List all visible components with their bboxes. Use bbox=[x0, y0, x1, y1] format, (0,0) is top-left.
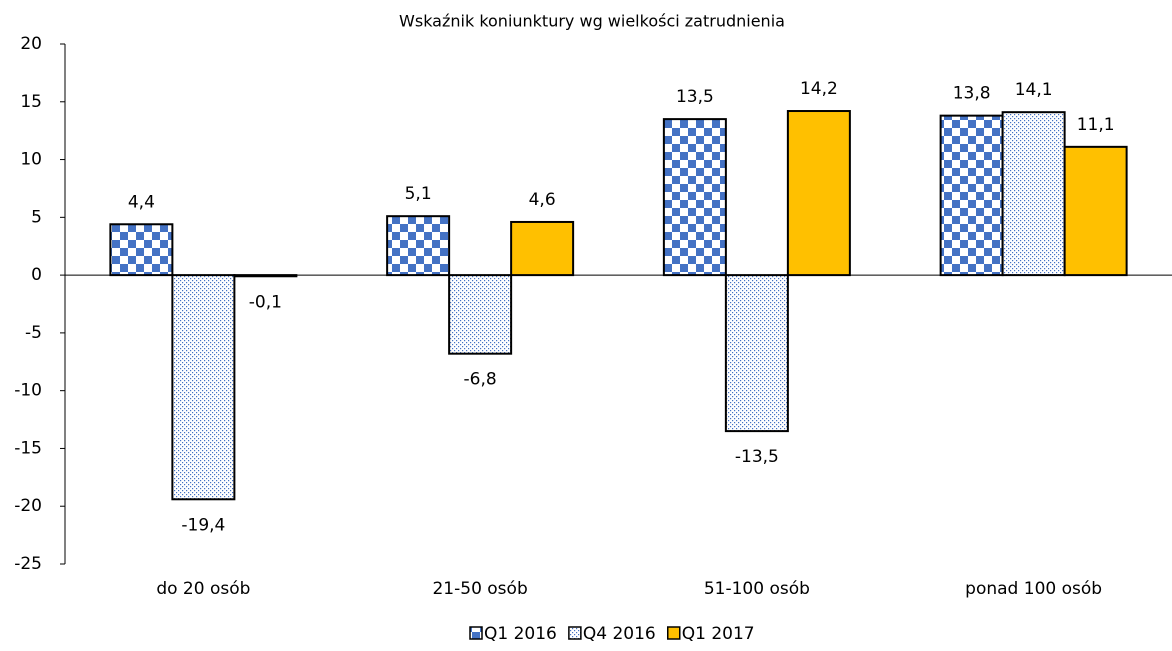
bar bbox=[662, 118, 727, 277]
y-tick-label: 5 bbox=[31, 207, 42, 227]
legend: Q1 2016 Q4 2016 Q1 2017 bbox=[469, 624, 755, 644]
legend-label: Q1 2017 bbox=[682, 624, 755, 644]
bar bbox=[1063, 145, 1128, 277]
bar bbox=[786, 110, 851, 277]
y-tick-label: -20 bbox=[14, 496, 42, 516]
data-label: -19,4 bbox=[181, 515, 225, 535]
y-tick-label: 10 bbox=[20, 150, 42, 170]
data-label: 14,1 bbox=[1015, 80, 1053, 100]
bar bbox=[109, 223, 174, 277]
legend-label: Q4 2016 bbox=[583, 624, 656, 644]
x-tick-label: do 20 osób bbox=[156, 579, 250, 599]
legend-swatch bbox=[568, 626, 582, 640]
bar bbox=[510, 220, 575, 277]
y-tick-label: 20 bbox=[20, 34, 42, 54]
legend-swatch bbox=[469, 626, 483, 640]
bar bbox=[448, 274, 513, 355]
legend-label: Q1 2016 bbox=[484, 624, 557, 644]
y-tick-label: -5 bbox=[25, 323, 42, 343]
y-tick-label: -15 bbox=[14, 438, 42, 458]
data-label: 13,5 bbox=[676, 87, 714, 107]
bar bbox=[939, 114, 1004, 277]
x-tick-label: 51-100 osób bbox=[704, 579, 810, 599]
bar bbox=[724, 274, 789, 433]
x-tick-label: ponad 100 osób bbox=[965, 579, 1102, 599]
data-label: -0,1 bbox=[249, 292, 282, 312]
data-label: 5,1 bbox=[405, 184, 432, 204]
data-label: 11,1 bbox=[1077, 115, 1115, 135]
y-tick-label: -10 bbox=[14, 381, 42, 401]
bar bbox=[1001, 111, 1066, 277]
bar bbox=[386, 215, 451, 277]
data-label: -13,5 bbox=[735, 447, 779, 467]
data-label: 4,4 bbox=[128, 192, 155, 212]
y-tick-label: 15 bbox=[20, 92, 42, 112]
y-tick-label: 0 bbox=[31, 265, 42, 285]
chart-title: Wskaźnik koniunktury wg wielkości zatrud… bbox=[399, 12, 785, 31]
data-label: 14,2 bbox=[800, 79, 838, 99]
data-label: 13,8 bbox=[953, 84, 991, 104]
x-tick-label: 21-50 osób bbox=[432, 579, 527, 599]
data-label: 4,6 bbox=[529, 190, 556, 210]
legend-swatch bbox=[667, 626, 681, 640]
data-label: -6,8 bbox=[464, 370, 497, 390]
y-tick-label: -25 bbox=[14, 554, 42, 574]
bar bbox=[171, 274, 236, 501]
